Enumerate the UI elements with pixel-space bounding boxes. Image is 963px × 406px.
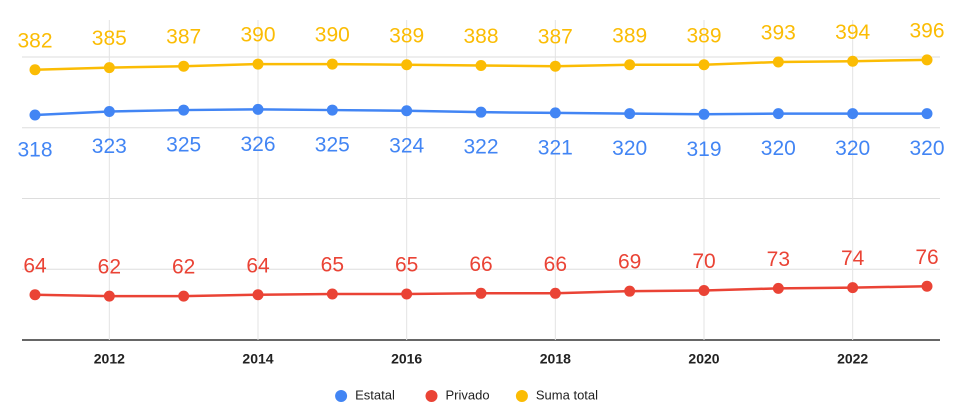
data-label: 387	[538, 26, 573, 49]
data-point	[401, 59, 413, 71]
data-point	[624, 285, 636, 297]
data-point	[103, 62, 115, 74]
data-point	[475, 59, 487, 71]
data-point	[401, 105, 413, 117]
data-label: 390	[240, 24, 275, 47]
data-label: 320	[612, 137, 647, 160]
data-label: 319	[686, 138, 721, 161]
data-label: 73	[767, 248, 790, 271]
data-label: 324	[389, 134, 424, 157]
data-point	[326, 288, 338, 300]
data-point	[326, 104, 338, 116]
data-point	[475, 106, 487, 118]
data-label: 387	[166, 26, 201, 49]
data-point	[475, 287, 487, 299]
data-label: 74	[841, 247, 865, 270]
data-label: 320	[835, 137, 870, 160]
legend-marker	[425, 390, 438, 402]
data-label: 76	[915, 246, 938, 269]
data-label: 322	[463, 136, 498, 159]
x-tick-label: 2014	[242, 351, 273, 367]
data-point	[847, 108, 859, 120]
data-point	[252, 58, 264, 70]
data-point	[29, 289, 41, 301]
data-point	[772, 56, 784, 68]
data-point	[178, 104, 190, 116]
data-point	[698, 59, 710, 71]
data-point	[921, 108, 933, 120]
data-point	[847, 282, 859, 294]
data-point	[549, 287, 561, 299]
data-point	[698, 108, 710, 120]
x-tick-label: 2020	[688, 351, 719, 367]
data-point	[178, 290, 190, 302]
data-point	[847, 55, 859, 67]
legend-marker	[335, 390, 348, 402]
x-tick-label: 2012	[94, 351, 125, 367]
data-label: 389	[612, 24, 647, 47]
data-point	[252, 289, 264, 301]
x-tick-label: 2022	[837, 351, 868, 367]
data-point	[624, 108, 636, 120]
data-label: 62	[172, 256, 195, 279]
data-point	[103, 105, 115, 117]
data-point	[401, 288, 413, 300]
legend-label: Suma total	[536, 387, 598, 402]
data-point	[921, 280, 933, 292]
data-point	[252, 103, 264, 115]
data-point	[549, 107, 561, 119]
legend-marker	[515, 390, 528, 402]
data-point	[698, 284, 710, 296]
data-label: 65	[395, 254, 418, 277]
data-point	[29, 64, 41, 76]
data-point	[29, 109, 41, 121]
data-point	[549, 60, 561, 72]
legend-label: Estatal	[355, 387, 395, 402]
data-point	[772, 282, 784, 294]
data-point	[921, 54, 933, 66]
data-point	[103, 290, 115, 302]
data-label: 382	[17, 29, 52, 52]
data-label: 323	[92, 135, 127, 158]
data-label: 394	[835, 21, 870, 44]
data-point	[624, 59, 636, 71]
data-point	[178, 60, 190, 72]
data-label: 390	[315, 24, 350, 47]
x-tick-label: 2016	[391, 351, 422, 367]
data-label: 320	[909, 137, 944, 160]
data-label: 388	[463, 25, 498, 48]
data-label: 393	[761, 21, 796, 44]
data-label: 325	[315, 134, 350, 157]
data-label: 66	[469, 253, 492, 276]
data-point	[326, 58, 338, 70]
data-label: 69	[618, 251, 641, 274]
data-label: 320	[761, 137, 796, 160]
data-label: 325	[166, 134, 201, 157]
x-tick-label: 2018	[540, 351, 571, 367]
data-point	[772, 108, 784, 120]
legend-label: Privado	[446, 387, 490, 402]
data-label: 389	[686, 24, 721, 47]
data-label: 64	[246, 254, 270, 277]
data-label: 64	[23, 254, 47, 277]
data-label: 62	[98, 256, 121, 279]
data-label: 326	[240, 133, 275, 156]
data-label: 389	[389, 24, 424, 47]
data-label: 321	[538, 136, 573, 159]
data-label: 396	[909, 19, 944, 42]
data-label: 318	[17, 139, 52, 162]
data-label: 66	[544, 253, 567, 276]
data-label: 385	[92, 27, 127, 50]
data-label: 70	[692, 250, 715, 273]
data-label: 65	[321, 254, 344, 277]
